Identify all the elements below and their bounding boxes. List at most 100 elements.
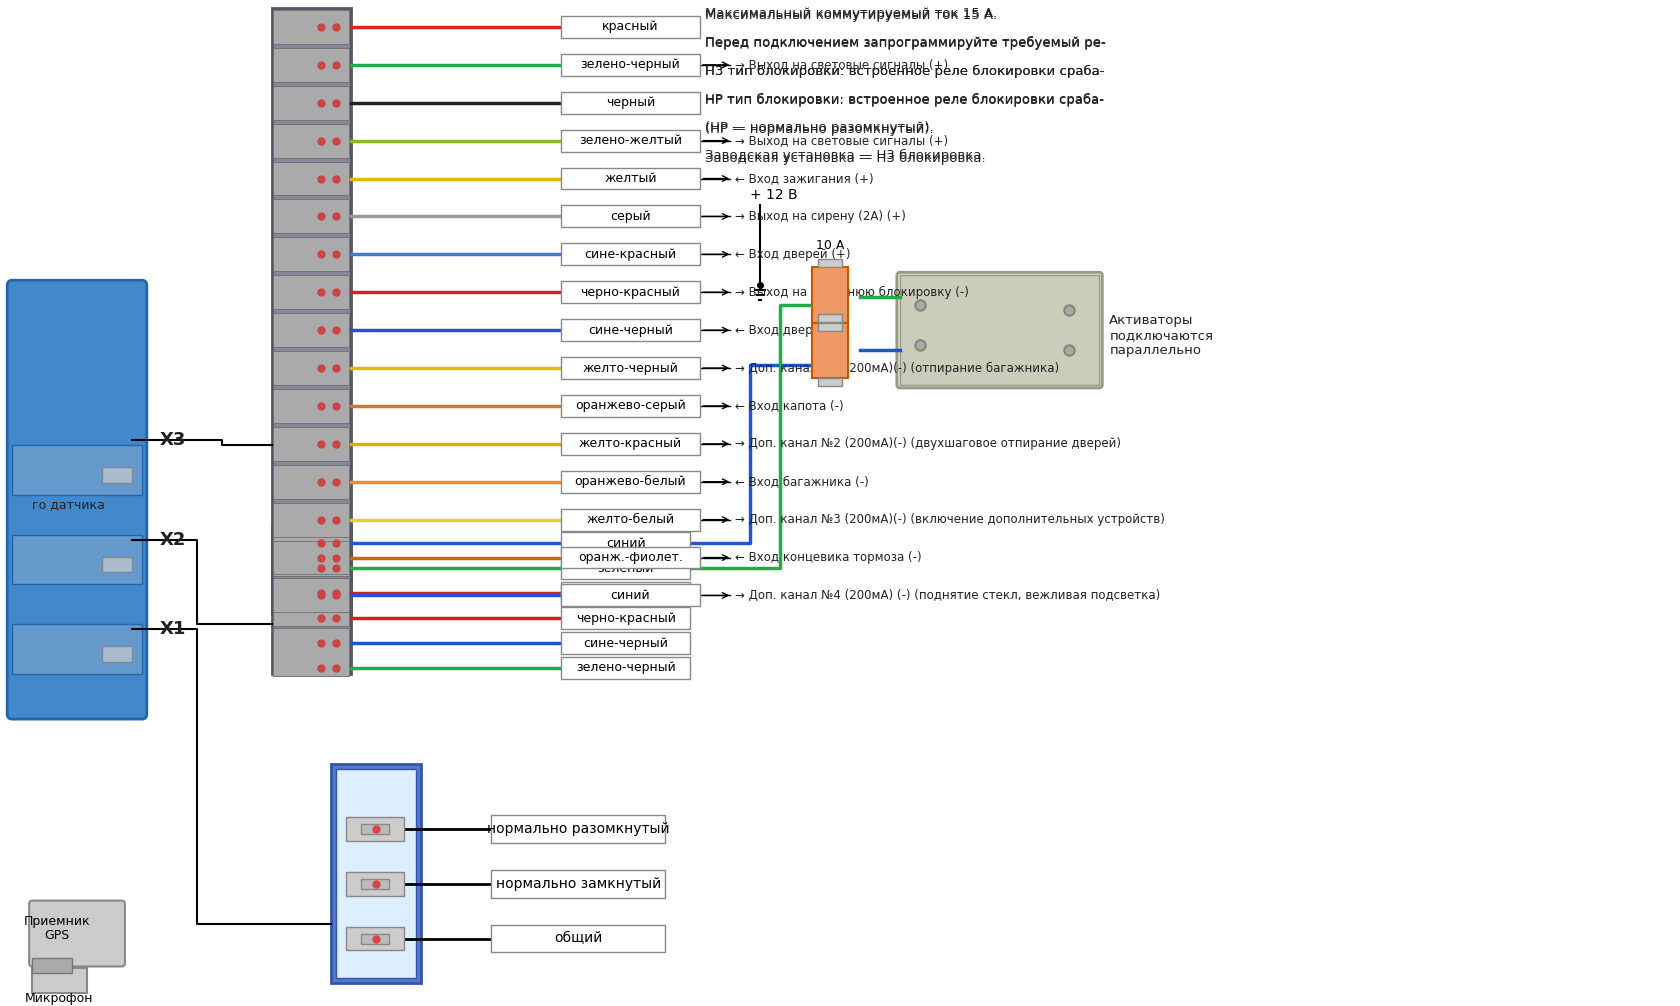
Bar: [561, 168, 701, 189]
Text: → Доп. канал №3 (200мА)(-) (включение дополнительных устройств): → Доп. канал №3 (200мА)(-) (включение до…: [734, 513, 1164, 526]
Bar: [818, 323, 842, 331]
Bar: [491, 925, 665, 953]
Bar: [561, 243, 701, 266]
Text: нормально замкнутый: нормально замкнутый: [496, 876, 660, 890]
Bar: [331, 764, 422, 984]
Bar: [899, 276, 1099, 385]
Bar: [818, 378, 842, 386]
Text: сине-черный: сине-черный: [583, 637, 667, 650]
Bar: [696, 185, 1183, 465]
Text: Перед подключением запрограммируйте требуемый ре-: Перед подключением запрограммируйте треб…: [706, 36, 1105, 49]
Bar: [561, 92, 701, 114]
Text: синий: синий: [610, 589, 650, 602]
Text: Микрофон: Микрофон: [25, 992, 94, 1005]
Text: Максимальный коммутируемый ток 15 А.: Максимальный коммутируемый ток 15 А.: [706, 9, 996, 22]
Text: желто-красный: желто-красный: [578, 438, 682, 451]
Bar: [696, 0, 1678, 185]
Text: ← Вход капота (-): ← Вход капота (-): [734, 399, 843, 412]
Text: ← Вход концевика тормоза (-): ← Вход концевика тормоза (-): [734, 551, 921, 564]
Bar: [491, 815, 665, 843]
Text: зелено-черный: зелено-черный: [580, 58, 680, 71]
Bar: [361, 824, 390, 834]
Bar: [561, 205, 701, 227]
Bar: [811, 322, 847, 378]
Bar: [274, 86, 349, 120]
Text: → Выход на световые сигналы (+): → Выход на световые сигналы (+): [734, 134, 948, 147]
Text: → Доп. канал №4 (200мА) (-) (поднятие стекл, вежливая подсветка): → Доп. канал №4 (200мА) (-) (поднятие ст…: [734, 589, 1159, 602]
Bar: [274, 578, 349, 613]
Text: ← Вход зажигания (+): ← Вход зажигания (+): [734, 172, 874, 185]
Bar: [102, 467, 131, 483]
Bar: [561, 395, 701, 416]
Bar: [32, 969, 87, 993]
Text: → Выход на сирену (2А) (+): → Выход на сирену (2А) (+): [734, 210, 906, 223]
Bar: [561, 632, 690, 654]
Text: оранж.-фиолет.: оранж.-фиолет.: [578, 551, 682, 564]
Bar: [12, 625, 141, 674]
Text: → Доп. канал №1 (200мА)(-) (отпирание багажника): → Доп. канал №1 (200мА)(-) (отпирание ба…: [734, 361, 1058, 374]
Bar: [274, 427, 349, 461]
Text: Н3 тип блокировки: встроенное реле блокировки сраба-: Н3 тип блокировки: встроенное реле блоки…: [706, 65, 1104, 78]
Text: Активаторы
подключаются
параллельно: Активаторы подключаются параллельно: [1109, 314, 1213, 356]
Bar: [561, 16, 701, 38]
Bar: [346, 817, 403, 841]
Text: го датчика: го датчика: [32, 498, 104, 511]
Text: нормально разомкнутый: нормально разомкнутый: [487, 822, 670, 836]
Bar: [696, 0, 1662, 185]
Text: 10 А: 10 А: [815, 294, 843, 307]
Text: оранжево-белый: оранжево-белый: [575, 475, 685, 488]
Bar: [12, 534, 141, 584]
Bar: [102, 646, 131, 662]
Text: Н3 тип блокировки: встроенное реле блокировки сраба-: Н3 тип блокировки: встроенное реле блоки…: [706, 65, 1104, 78]
Text: 10 А: 10 А: [815, 238, 843, 252]
Bar: [274, 351, 349, 385]
Bar: [346, 927, 403, 951]
Bar: [32, 959, 72, 974]
Bar: [561, 282, 701, 303]
Text: сине-черный: сине-черный: [588, 324, 672, 337]
Text: общий: общий: [554, 932, 603, 946]
Text: зелено-черный: зелено-черный: [575, 662, 675, 674]
Text: синий: синий: [605, 537, 645, 550]
Bar: [561, 433, 701, 455]
Bar: [274, 237, 349, 272]
Text: X3: X3: [160, 431, 186, 449]
Bar: [274, 124, 349, 158]
Bar: [274, 629, 349, 676]
Bar: [336, 769, 417, 979]
Bar: [274, 578, 349, 627]
Bar: [491, 870, 665, 897]
Text: НР тип блокировки: встроенное реле блокировки сраба-: НР тип блокировки: встроенное реле блоки…: [706, 95, 1104, 108]
Bar: [274, 629, 349, 676]
Text: НР тип блокировки: встроенное реле блокировки сраба-: НР тип блокировки: встроенное реле блоки…: [706, 94, 1104, 107]
Bar: [561, 557, 690, 579]
Text: Заводская установка — Н3 блокировка.: Заводская установка — Н3 блокировка.: [706, 149, 986, 162]
Bar: [561, 54, 701, 75]
Bar: [561, 584, 701, 607]
Bar: [274, 540, 349, 574]
Bar: [102, 556, 131, 572]
Bar: [274, 48, 349, 81]
Bar: [272, 8, 351, 615]
Bar: [561, 532, 690, 554]
Bar: [274, 10, 349, 44]
Bar: [561, 130, 701, 152]
FancyBboxPatch shape: [897, 273, 1102, 388]
Bar: [561, 608, 690, 629]
Bar: [561, 582, 690, 605]
Bar: [811, 268, 847, 323]
Text: (НР — нормально разомкнутый).: (НР — нормально разомкнутый).: [706, 123, 934, 136]
Bar: [12, 445, 141, 495]
Bar: [361, 934, 390, 944]
Text: красный: красный: [601, 20, 659, 33]
Bar: [274, 528, 349, 576]
Text: → Доп. канал №2 (200мА)(-) (двухшаговое отпирание дверей): → Доп. канал №2 (200мА)(-) (двухшаговое …: [734, 438, 1121, 451]
Bar: [274, 578, 349, 627]
Text: Максимальный коммутируемый ток 15 А.: Максимальный коммутируемый ток 15 А.: [706, 7, 996, 20]
Text: черно-красный: черно-красный: [575, 612, 675, 625]
Text: + 12 В: + 12 В: [749, 188, 798, 202]
Bar: [272, 524, 351, 674]
Bar: [274, 276, 349, 309]
Text: черно-красный: черно-красный: [580, 286, 680, 299]
Bar: [818, 260, 842, 268]
